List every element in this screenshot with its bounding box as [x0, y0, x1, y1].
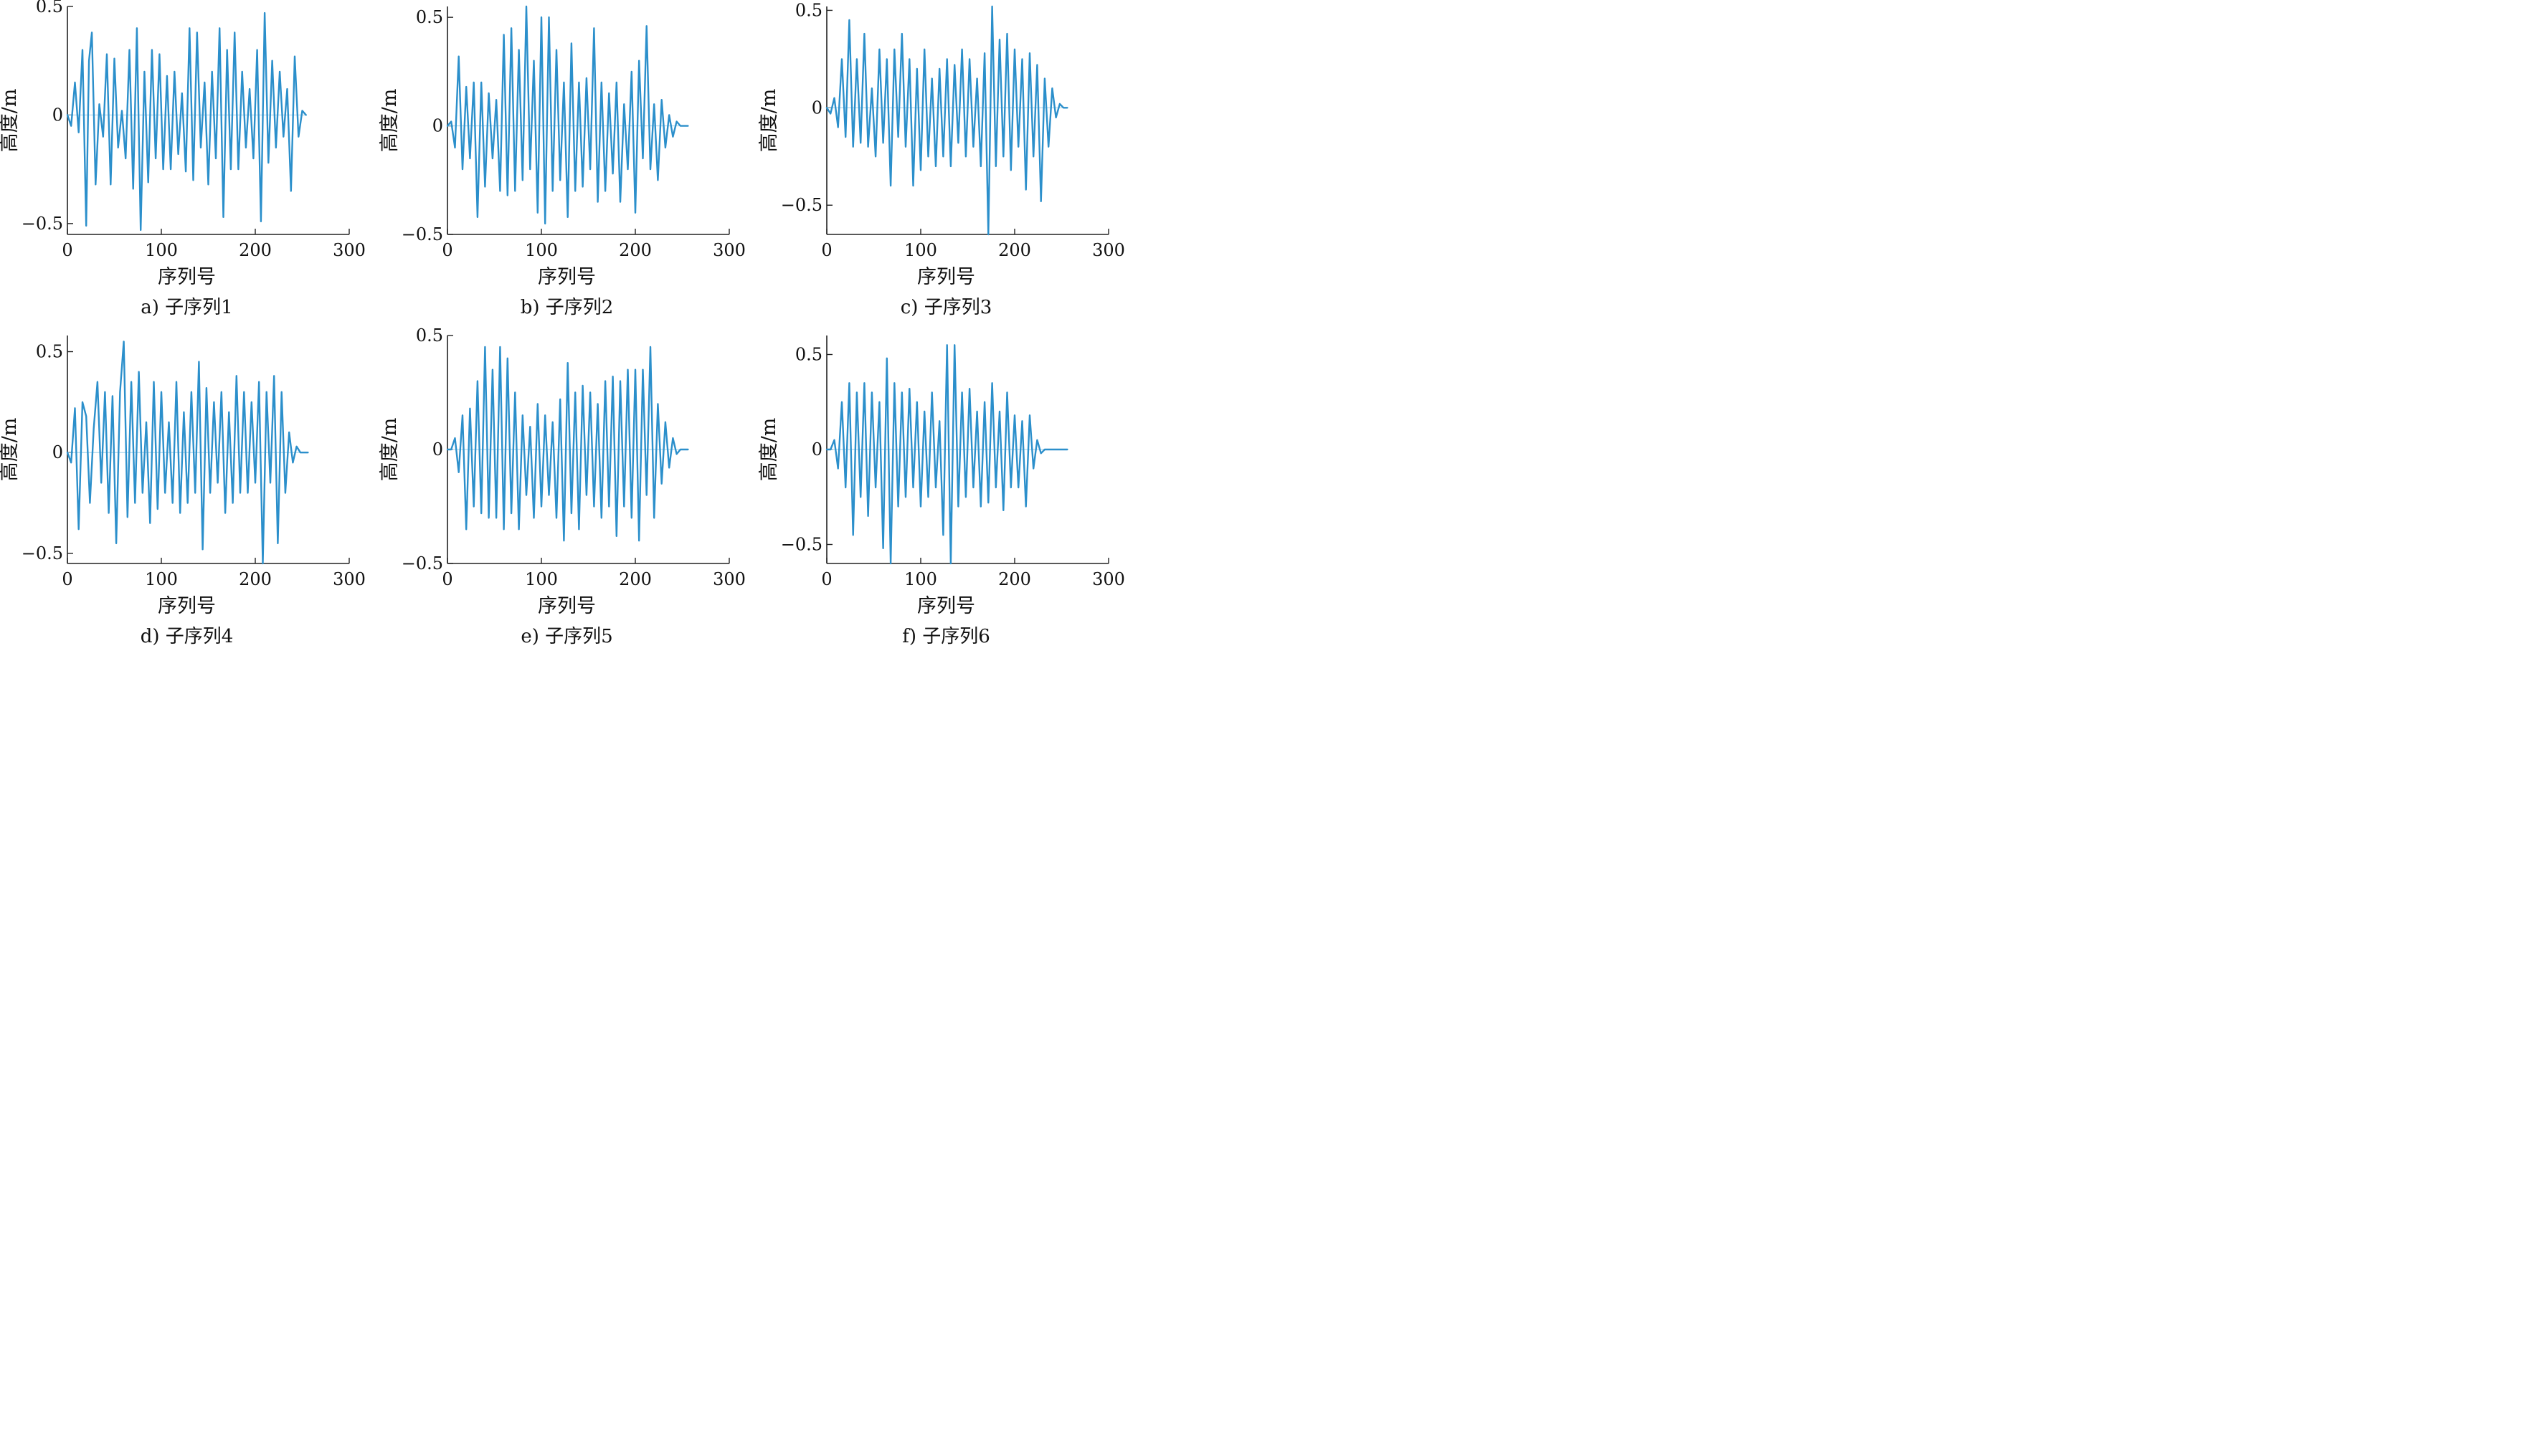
- y-tick-label: −0.5: [22, 543, 63, 563]
- x-tick-label: 300: [333, 569, 366, 589]
- y-tick-label: 0: [812, 97, 822, 118]
- chart-panel-4: 0 100 200 300 −0.5 0 0.5 序列号 高度/m d) 子序列4: [0, 336, 366, 647]
- y-tick-label: 0: [52, 442, 63, 462]
- x-axis-title: 序列号: [158, 266, 216, 288]
- y-axis-title: 高度/m: [0, 89, 21, 153]
- x-tick-label: 200: [619, 569, 652, 589]
- y-tick-label: −0.5: [402, 224, 443, 244]
- y-tick-label: 0.5: [416, 7, 443, 27]
- panel-caption: d) 子序列4: [141, 626, 234, 647]
- panel-caption: f) 子序列6: [902, 626, 990, 647]
- y-axis-title: 高度/m: [0, 418, 21, 482]
- x-tick-label: 0: [821, 240, 832, 260]
- y-axis-title: 高度/m: [379, 89, 401, 153]
- y-tick-label: −0.5: [402, 553, 443, 574]
- x-tick-label: 200: [239, 240, 272, 260]
- x-tick-label: 200: [619, 240, 652, 260]
- x-tick-label: 0: [442, 569, 452, 589]
- chart-panel-6: 0 100 200 300 −0.5 0 0.5 序列号 高度/m f) 子序列6: [758, 336, 1124, 647]
- y-tick-label: −0.5: [22, 214, 63, 234]
- x-tick-label: 100: [145, 569, 178, 589]
- y-axis-title: 高度/m: [758, 418, 780, 482]
- y-tick-label: 0: [432, 116, 443, 136]
- y-tick-label: 0: [432, 439, 443, 460]
- x-tick-label: 300: [713, 240, 746, 260]
- x-tick-label: 100: [525, 569, 558, 589]
- x-tick-label: 100: [904, 240, 937, 260]
- panel-caption: a) 子序列1: [141, 297, 232, 318]
- panel-caption: e) 子序列5: [521, 626, 612, 647]
- y-tick-label: 0.5: [795, 345, 822, 365]
- x-tick-label: 300: [1092, 240, 1124, 260]
- x-axis-title: 序列号: [538, 595, 596, 617]
- series-line-1: [66, 341, 309, 565]
- x-axis-title: 序列号: [917, 266, 975, 288]
- y-tick-label: 0: [52, 105, 63, 125]
- y-axis-title: 高度/m: [758, 89, 780, 153]
- x-tick-label: 0: [442, 240, 452, 260]
- y-tick-label: −0.5: [781, 535, 822, 555]
- x-axis-title: 序列号: [917, 595, 975, 617]
- x-tick-label: 300: [713, 569, 746, 589]
- y-axis-title: 高度/m: [379, 418, 401, 482]
- y-tick-label: 0.5: [795, 0, 822, 20]
- series-line-1: [825, 5, 1068, 236]
- x-tick-label: 100: [904, 569, 937, 589]
- x-tick-label: 200: [239, 569, 272, 589]
- x-axis-title: 序列号: [538, 266, 596, 288]
- x-tick-label: 100: [525, 240, 558, 260]
- x-tick-label: 200: [998, 569, 1031, 589]
- x-tick-label: 300: [1092, 569, 1124, 589]
- x-tick-label: 0: [62, 569, 72, 589]
- x-axis-title: 序列号: [158, 595, 216, 617]
- series-line-1: [825, 344, 1068, 565]
- x-tick-label: 200: [998, 240, 1031, 260]
- y-tick-label: 0.5: [36, 342, 63, 362]
- y-tick-label: 0: [812, 439, 822, 460]
- chart-panel-3: 0 100 200 300 −0.5 0 0.5 序列号 高度/m c) 子序列3: [758, 0, 1124, 318]
- x-tick-label: 0: [62, 240, 72, 260]
- x-tick-label: 0: [821, 569, 832, 589]
- y-tick-label: −0.5: [781, 195, 822, 215]
- series-line-1: [66, 11, 307, 232]
- panel-caption: c) 子序列3: [901, 297, 992, 318]
- series-line-1: [446, 346, 689, 542]
- panel-caption: b) 子序列2: [521, 297, 614, 318]
- y-tick-label: 0.5: [416, 325, 443, 346]
- x-tick-label: 300: [333, 240, 366, 260]
- y-tick-label: 0.5: [36, 0, 63, 16]
- chart-panel-1: 0 100 200 300 −0.5 0 0.5 序列号 高度/m a) 子序列1: [0, 0, 366, 318]
- x-tick-label: 100: [145, 240, 178, 260]
- series-line-1: [446, 5, 689, 225]
